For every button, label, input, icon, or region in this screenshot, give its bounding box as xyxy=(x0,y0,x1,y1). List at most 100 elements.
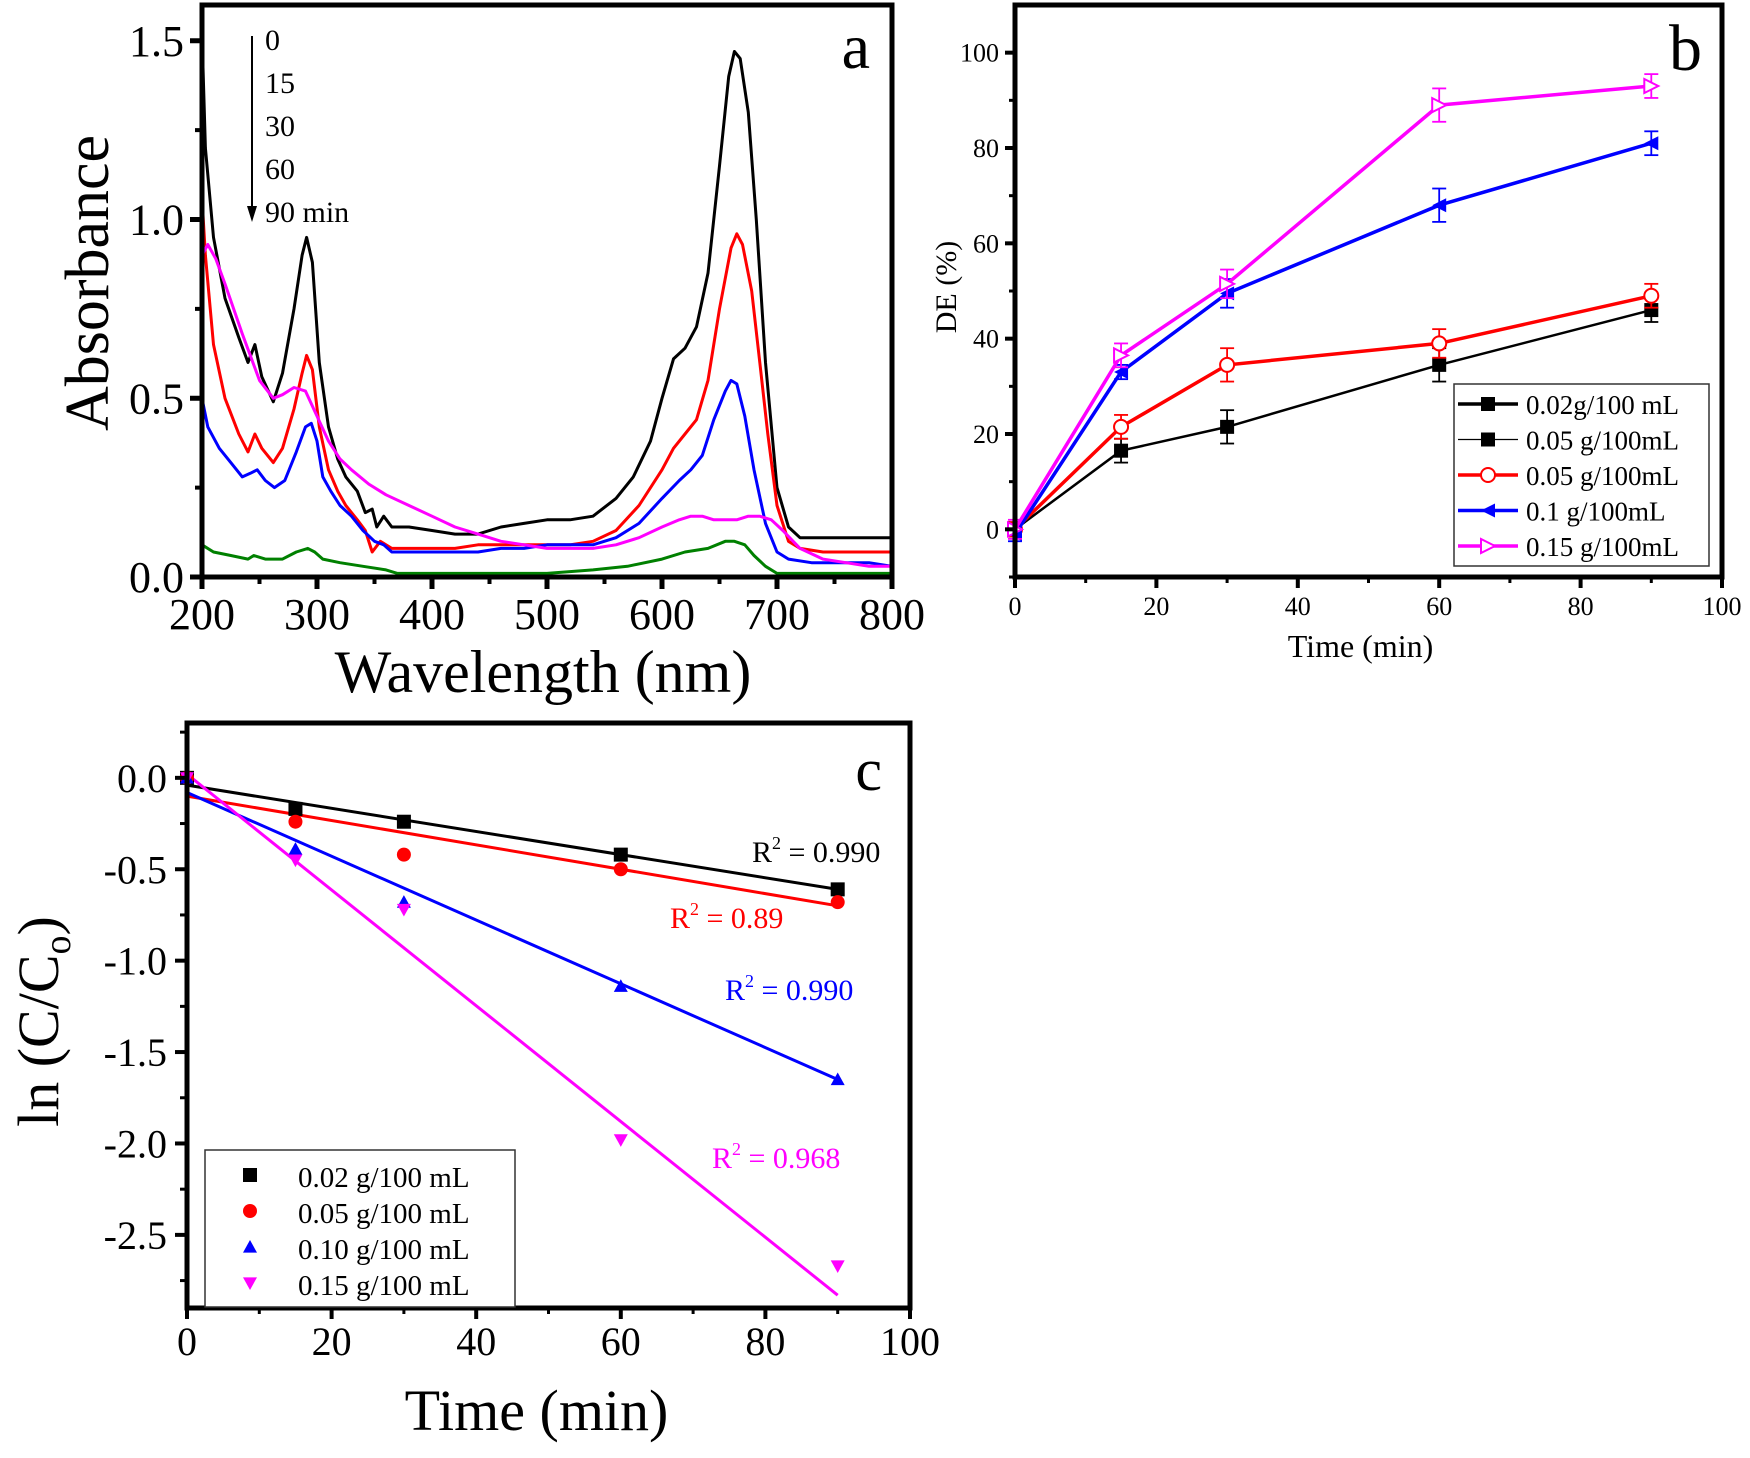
panel-label: c xyxy=(855,737,882,803)
data-point xyxy=(1643,287,1660,304)
x-tick-label: 800 xyxy=(859,590,925,639)
data-point xyxy=(1431,96,1449,114)
fit-line-2 xyxy=(186,791,839,1081)
x-tick-label: 600 xyxy=(629,590,695,639)
data-point xyxy=(1432,198,1447,213)
y-tick-label: -0.5 xyxy=(104,847,167,892)
data-point xyxy=(613,979,628,992)
r-squared-value: = 0.89 xyxy=(699,902,783,935)
y-tick-label: 0.0 xyxy=(129,553,184,602)
y-tick-label: 0.5 xyxy=(129,374,184,423)
x-tick-label: 200 xyxy=(169,590,235,639)
spectrum-line-0 xyxy=(200,33,892,540)
x-tick-label: 500 xyxy=(514,590,580,639)
x-tick-label: 40 xyxy=(1285,592,1311,621)
legend-marker xyxy=(243,1168,257,1182)
data-point xyxy=(288,842,303,855)
x-tick-label: 60 xyxy=(601,1319,641,1364)
data-point xyxy=(1219,356,1236,373)
legend-label: 0.02g/100 mL xyxy=(1526,390,1679,420)
y-tick-label: 1.0 xyxy=(129,196,184,245)
x-tick-label: 400 xyxy=(399,590,465,639)
x-tick-label: 700 xyxy=(744,590,810,639)
data-point xyxy=(288,854,303,868)
r-squared-R: R xyxy=(752,836,772,869)
legend-label: 0.05 g/100mL xyxy=(1526,426,1679,456)
y-axis-title: ln (C/Co) xyxy=(6,916,79,1127)
y-tick-label: 1.5 xyxy=(129,17,184,66)
r-squared-label: R2 = 0.89 xyxy=(670,899,783,935)
r-squared-value: = 0.990 xyxy=(781,836,880,869)
y-tick-label: 20 xyxy=(973,420,999,449)
legend-item: 0.15 g/100mL xyxy=(1458,532,1679,562)
data-point xyxy=(1643,77,1661,95)
y-tick-label: 100 xyxy=(960,39,999,68)
legend-marker xyxy=(243,1204,257,1218)
data-point xyxy=(1432,357,1447,372)
legend-marker xyxy=(1480,537,1498,555)
y-tick-label: -2.5 xyxy=(104,1213,167,1258)
data-point xyxy=(613,847,628,862)
x-tick-label: 80 xyxy=(745,1319,785,1364)
time-label: 90 min xyxy=(265,196,349,229)
spectrum-line-3 xyxy=(200,243,892,568)
panel-c: 0 20 40 60 80 100 0.0 -0.5 -1.0 -1.5 -2.0 -2.5 Time … xyxy=(6,720,940,1443)
legend-label: 0.15 g/100mL xyxy=(1526,532,1679,562)
legend-marker xyxy=(243,1277,257,1290)
time-label: 15 xyxy=(265,67,295,100)
legend-item: 0.05 g/100mL xyxy=(1458,461,1679,491)
legend-item: 0.05 g/100 mL xyxy=(243,1198,470,1230)
data-point xyxy=(396,903,411,917)
y-axis-title-main: ln (C/C xyxy=(6,954,71,1126)
legend-item: 0.05 g/100mL xyxy=(1458,426,1679,456)
y-tick-label: 40 xyxy=(973,325,999,354)
r-squared-exponent: 2 xyxy=(745,971,754,991)
x-tick-label: 20 xyxy=(312,1319,352,1364)
data-point xyxy=(1114,443,1129,458)
y-tick-label: 0 xyxy=(986,515,999,544)
legend-label: 0.10 g/100 mL xyxy=(298,1234,470,1266)
y-axis-title: Absorbance xyxy=(54,135,122,431)
legend-label: 0.15 g/100 mL xyxy=(298,1270,470,1302)
spectrum-line-1 xyxy=(200,198,892,554)
r-squared-value: = 0.990 xyxy=(754,974,853,1007)
r-squared-R: R xyxy=(712,1142,732,1175)
data-point xyxy=(1113,418,1130,435)
data-point xyxy=(1220,419,1235,434)
legend-item: 0.1 g/100mL xyxy=(1458,497,1666,527)
y-tick-label: 60 xyxy=(973,229,999,258)
r-squared-exponent: 2 xyxy=(732,1139,741,1159)
data-point xyxy=(1644,136,1659,151)
y-tick-label: 80 xyxy=(973,134,999,163)
r-squared-label: R2 = 0.990 xyxy=(752,833,880,869)
y-axis-title: DE (%) xyxy=(930,241,963,333)
data-point xyxy=(830,1260,845,1273)
x-tick-label: 0 xyxy=(1009,592,1022,621)
data-point xyxy=(830,882,845,897)
y-tick-label: 0.0 xyxy=(117,756,167,801)
panel-b: 0 20 40 60 80 100 0 20 40 60 80 100 Time (min) DE (%)… xyxy=(930,2,1742,664)
data-point xyxy=(288,801,303,816)
legend-marker xyxy=(243,1240,257,1253)
data-point xyxy=(613,862,628,877)
r-squared-R: R xyxy=(670,902,690,935)
y-tick-label: -1.0 xyxy=(104,939,167,984)
panel-a: 200 300 400 500 600 700 8000.00.51.01.5Wavelen… xyxy=(54,2,925,705)
plot-frame xyxy=(199,2,895,580)
panel-label: a xyxy=(842,11,870,82)
spectrum-line-2 xyxy=(200,378,893,568)
data-point xyxy=(288,814,303,829)
r-squared-R: R xyxy=(725,974,745,1007)
legend-item: 0.10 g/100 mL xyxy=(243,1234,470,1266)
legend: 0.02 g/100 mL 0.05 g/100 mL 0.10 g/100 mL 0… xyxy=(204,1149,516,1308)
r-squared-exponent: 2 xyxy=(690,899,699,919)
legend-marker xyxy=(1481,432,1495,447)
y-axis-title-subscript: o xyxy=(37,935,79,954)
time-label: 0 xyxy=(265,24,280,57)
data-point xyxy=(1644,303,1659,318)
legend-marker xyxy=(1480,467,1496,483)
spectrum-line-4 xyxy=(201,539,892,575)
legend-label: 0.02 g/100 mL xyxy=(298,1162,470,1194)
x-axis-title: Time (min) xyxy=(405,1378,669,1443)
